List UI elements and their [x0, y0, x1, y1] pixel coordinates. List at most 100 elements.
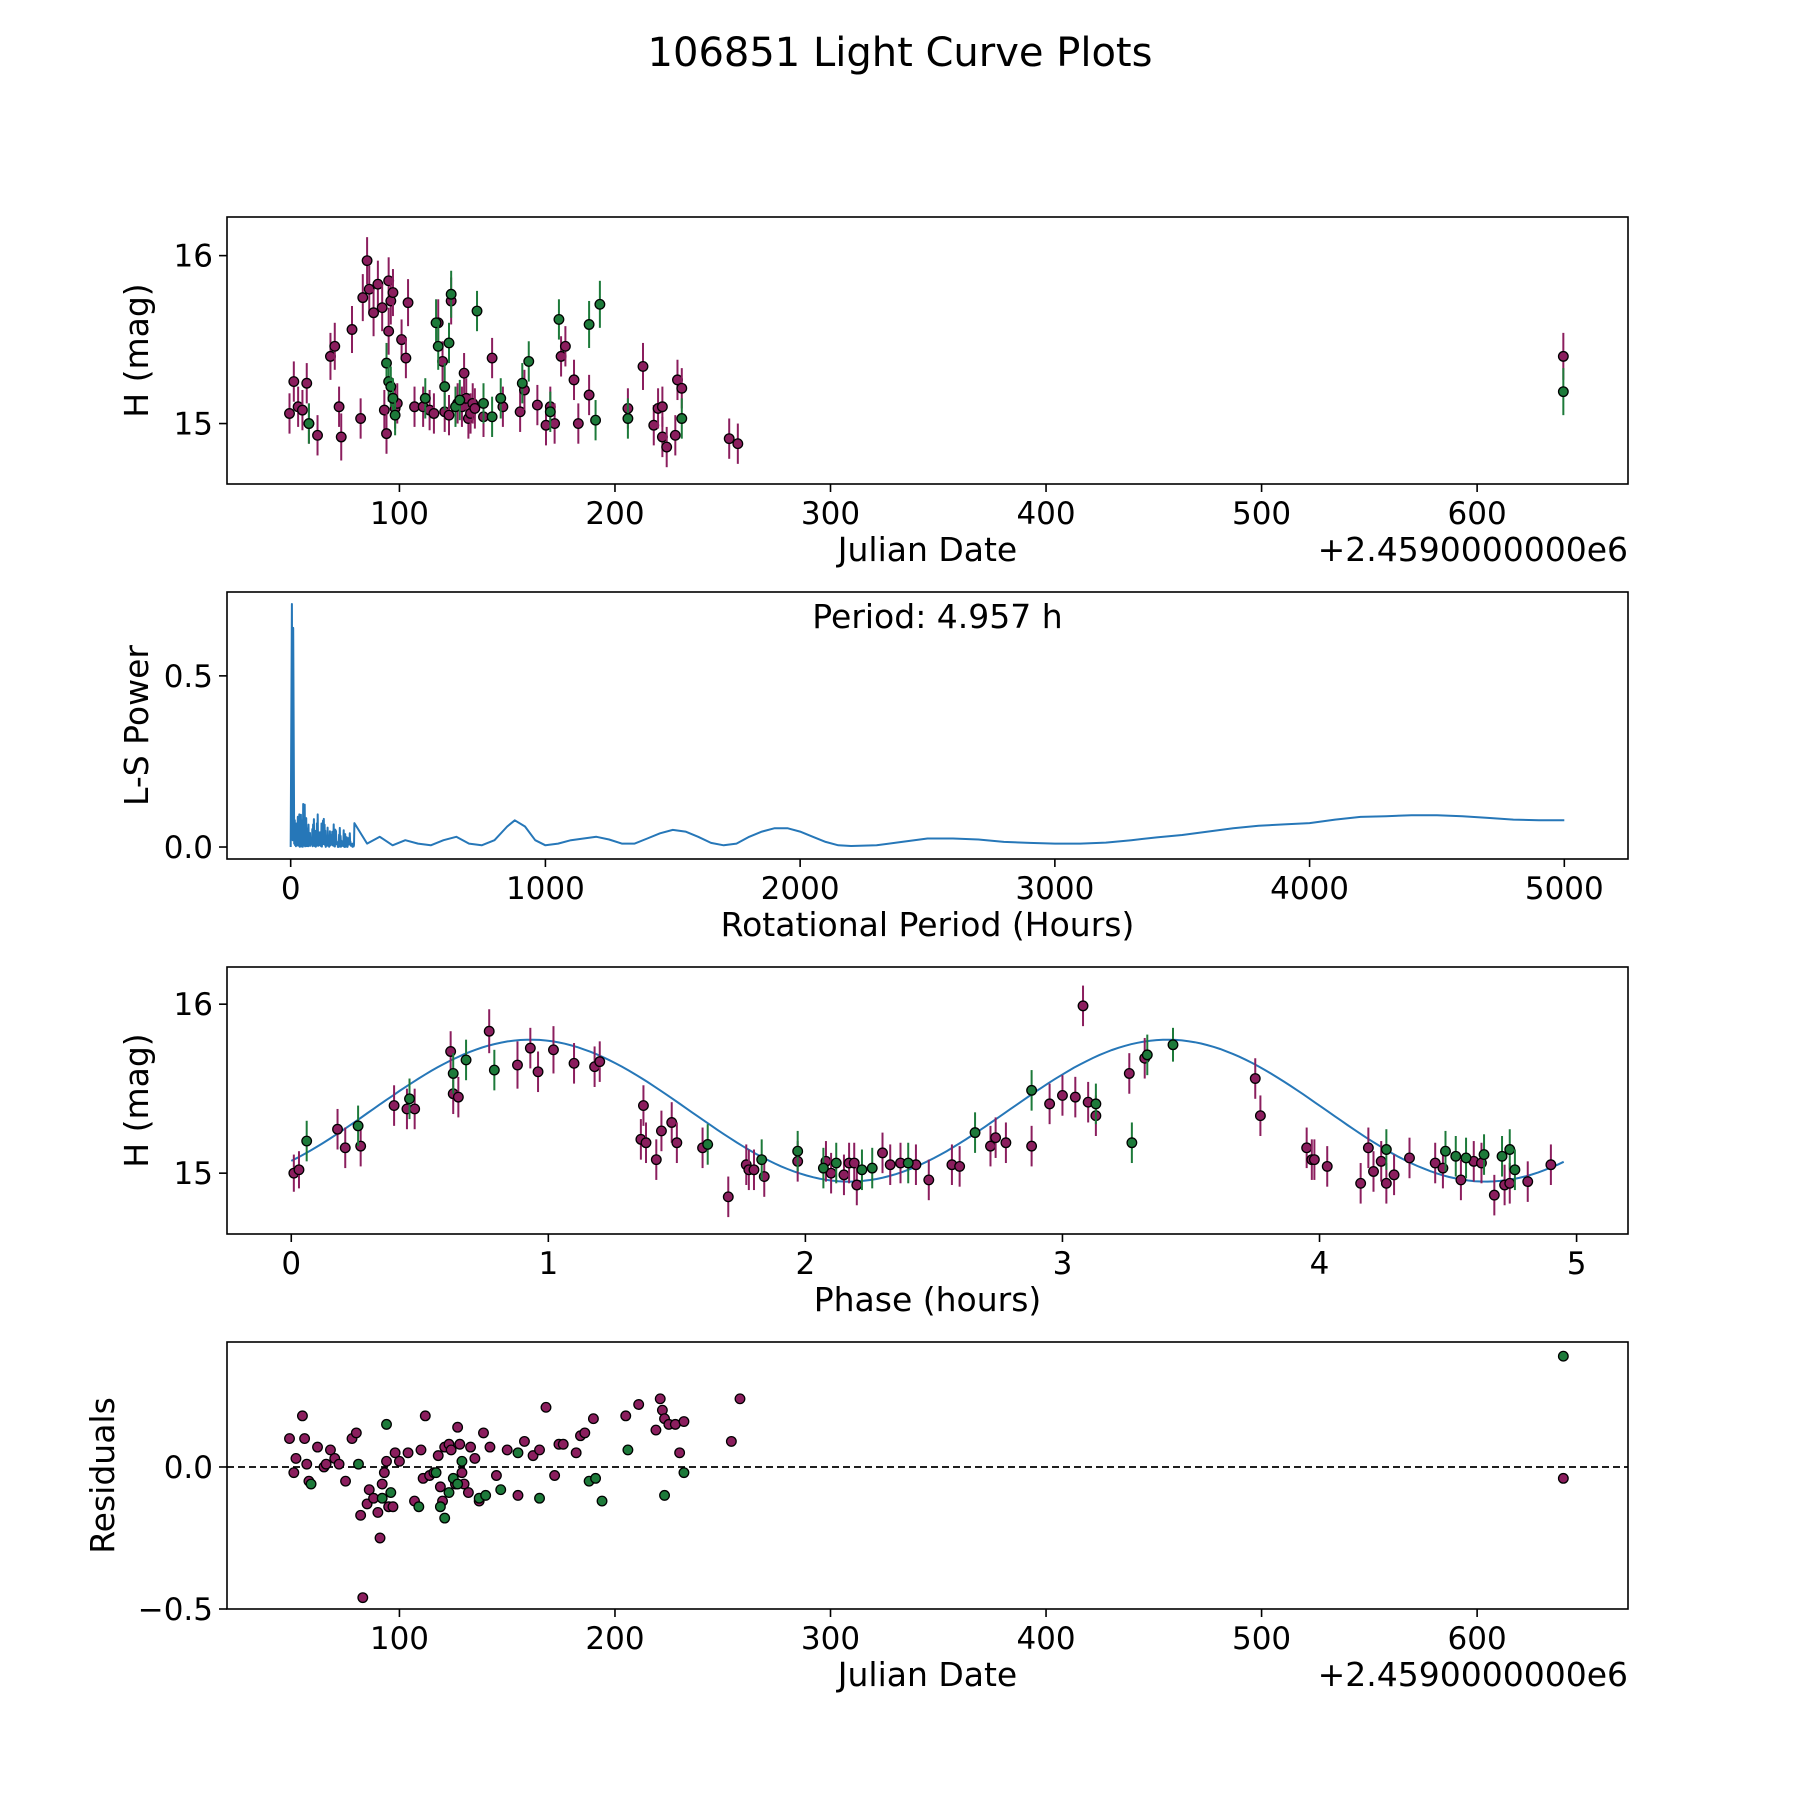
data-point [1509, 1164, 1521, 1176]
data-point [884, 1159, 896, 1171]
x-tick-label: 500 [1232, 496, 1291, 532]
data-point [456, 1455, 468, 1467]
x-axis-label: Phase (hours) [814, 1280, 1042, 1319]
data-point [458, 367, 470, 379]
data-point [378, 404, 390, 416]
data-point [439, 1512, 451, 1524]
x-tick-label: 2000 [761, 871, 840, 907]
data-point [549, 1470, 561, 1481]
data-point [583, 319, 595, 330]
data-point [1090, 1098, 1102, 1110]
data-point [388, 1100, 400, 1112]
data-point [332, 1123, 343, 1135]
data-point [594, 1056, 606, 1068]
y-axis-label: H (mag) [117, 1033, 156, 1167]
data-point [661, 441, 673, 453]
data-point [439, 381, 451, 393]
x-tick-label: 200 [585, 1621, 644, 1657]
data-point [678, 1467, 690, 1479]
data-point [389, 1447, 401, 1459]
x-axis-label: Julian Date [836, 530, 1018, 569]
data-point [830, 1157, 842, 1169]
data-point [1557, 350, 1569, 362]
data-point [400, 352, 412, 364]
data-point [1301, 1142, 1313, 1154]
data-point [454, 1438, 466, 1450]
data-point [335, 431, 347, 443]
data-point [587, 1413, 599, 1425]
data-point [725, 1435, 737, 1447]
data-point [650, 1154, 662, 1166]
data-point [1044, 1098, 1056, 1110]
data-point [1368, 1166, 1379, 1177]
x-tick-label: 600 [1448, 496, 1507, 532]
data-point [1375, 1155, 1387, 1167]
data-point [484, 1441, 496, 1453]
data-point [456, 1467, 468, 1479]
data-point [402, 1447, 414, 1459]
data-point [305, 1478, 317, 1490]
ls-power-line [289, 603, 1565, 848]
data-point [633, 1399, 645, 1410]
data-point [1026, 1084, 1038, 1096]
data-point [368, 307, 380, 319]
axes-frame [226, 591, 1629, 860]
data-point [1380, 1177, 1392, 1189]
data-point [557, 1438, 569, 1450]
data-point [866, 1162, 878, 1174]
data-point [312, 429, 323, 441]
data-point [350, 1427, 362, 1439]
data-point [1077, 1000, 1089, 1012]
data-point [404, 1093, 415, 1105]
data-point [590, 1472, 602, 1484]
data-point [1321, 1160, 1333, 1172]
x-tick-label: 300 [801, 496, 860, 532]
y-tick-label: −0.5 [138, 1592, 213, 1628]
x-tick-label: 5000 [1525, 871, 1604, 907]
x-tick-label: 3 [1053, 1246, 1073, 1282]
data-point [333, 1458, 345, 1470]
data-point [434, 1481, 446, 1493]
data-point [381, 1455, 392, 1467]
data-point [352, 1120, 364, 1132]
subplot-4: 100 200 300 400 500 600 −0.5 0.0 Julian Date Resi… [83, 1341, 1629, 1694]
data-point [387, 1501, 399, 1513]
y-axis-label: L-S Power [117, 645, 156, 806]
data-point [419, 1410, 431, 1422]
data-point [288, 1467, 300, 1479]
data-point [376, 302, 388, 314]
data-point [518, 1435, 530, 1447]
axes-frame [226, 1341, 1629, 1610]
x-tick-label: 500 [1232, 1621, 1291, 1657]
data-point [676, 382, 688, 394]
data-point [1557, 1472, 1569, 1484]
x-tick-label: 2 [796, 1246, 816, 1282]
data-point [512, 1447, 524, 1459]
data-point [378, 1467, 390, 1479]
data-point [452, 1091, 464, 1103]
data-point [301, 1135, 313, 1147]
model-fit-curve [290, 1038, 1565, 1183]
data-point [1069, 1091, 1081, 1103]
data-point [452, 1421, 464, 1433]
data-point [495, 1484, 507, 1496]
data-point [1545, 1159, 1557, 1171]
data-point [570, 1447, 582, 1459]
data-point [817, 1162, 829, 1174]
data-point [666, 1117, 678, 1128]
data-point [1355, 1177, 1367, 1189]
data-point [486, 352, 498, 364]
data-point [656, 401, 668, 413]
data-point [722, 1191, 734, 1203]
data-point [590, 414, 602, 426]
data-point [659, 1489, 670, 1501]
data-point [583, 389, 595, 401]
data-point [381, 428, 392, 440]
data-point [387, 392, 399, 404]
y-tick-label: 15 [174, 1156, 213, 1192]
data-point [1026, 1140, 1038, 1152]
data-point [856, 1164, 868, 1176]
data-point [490, 1470, 502, 1481]
data-point [483, 1025, 495, 1037]
data-point [732, 438, 744, 450]
